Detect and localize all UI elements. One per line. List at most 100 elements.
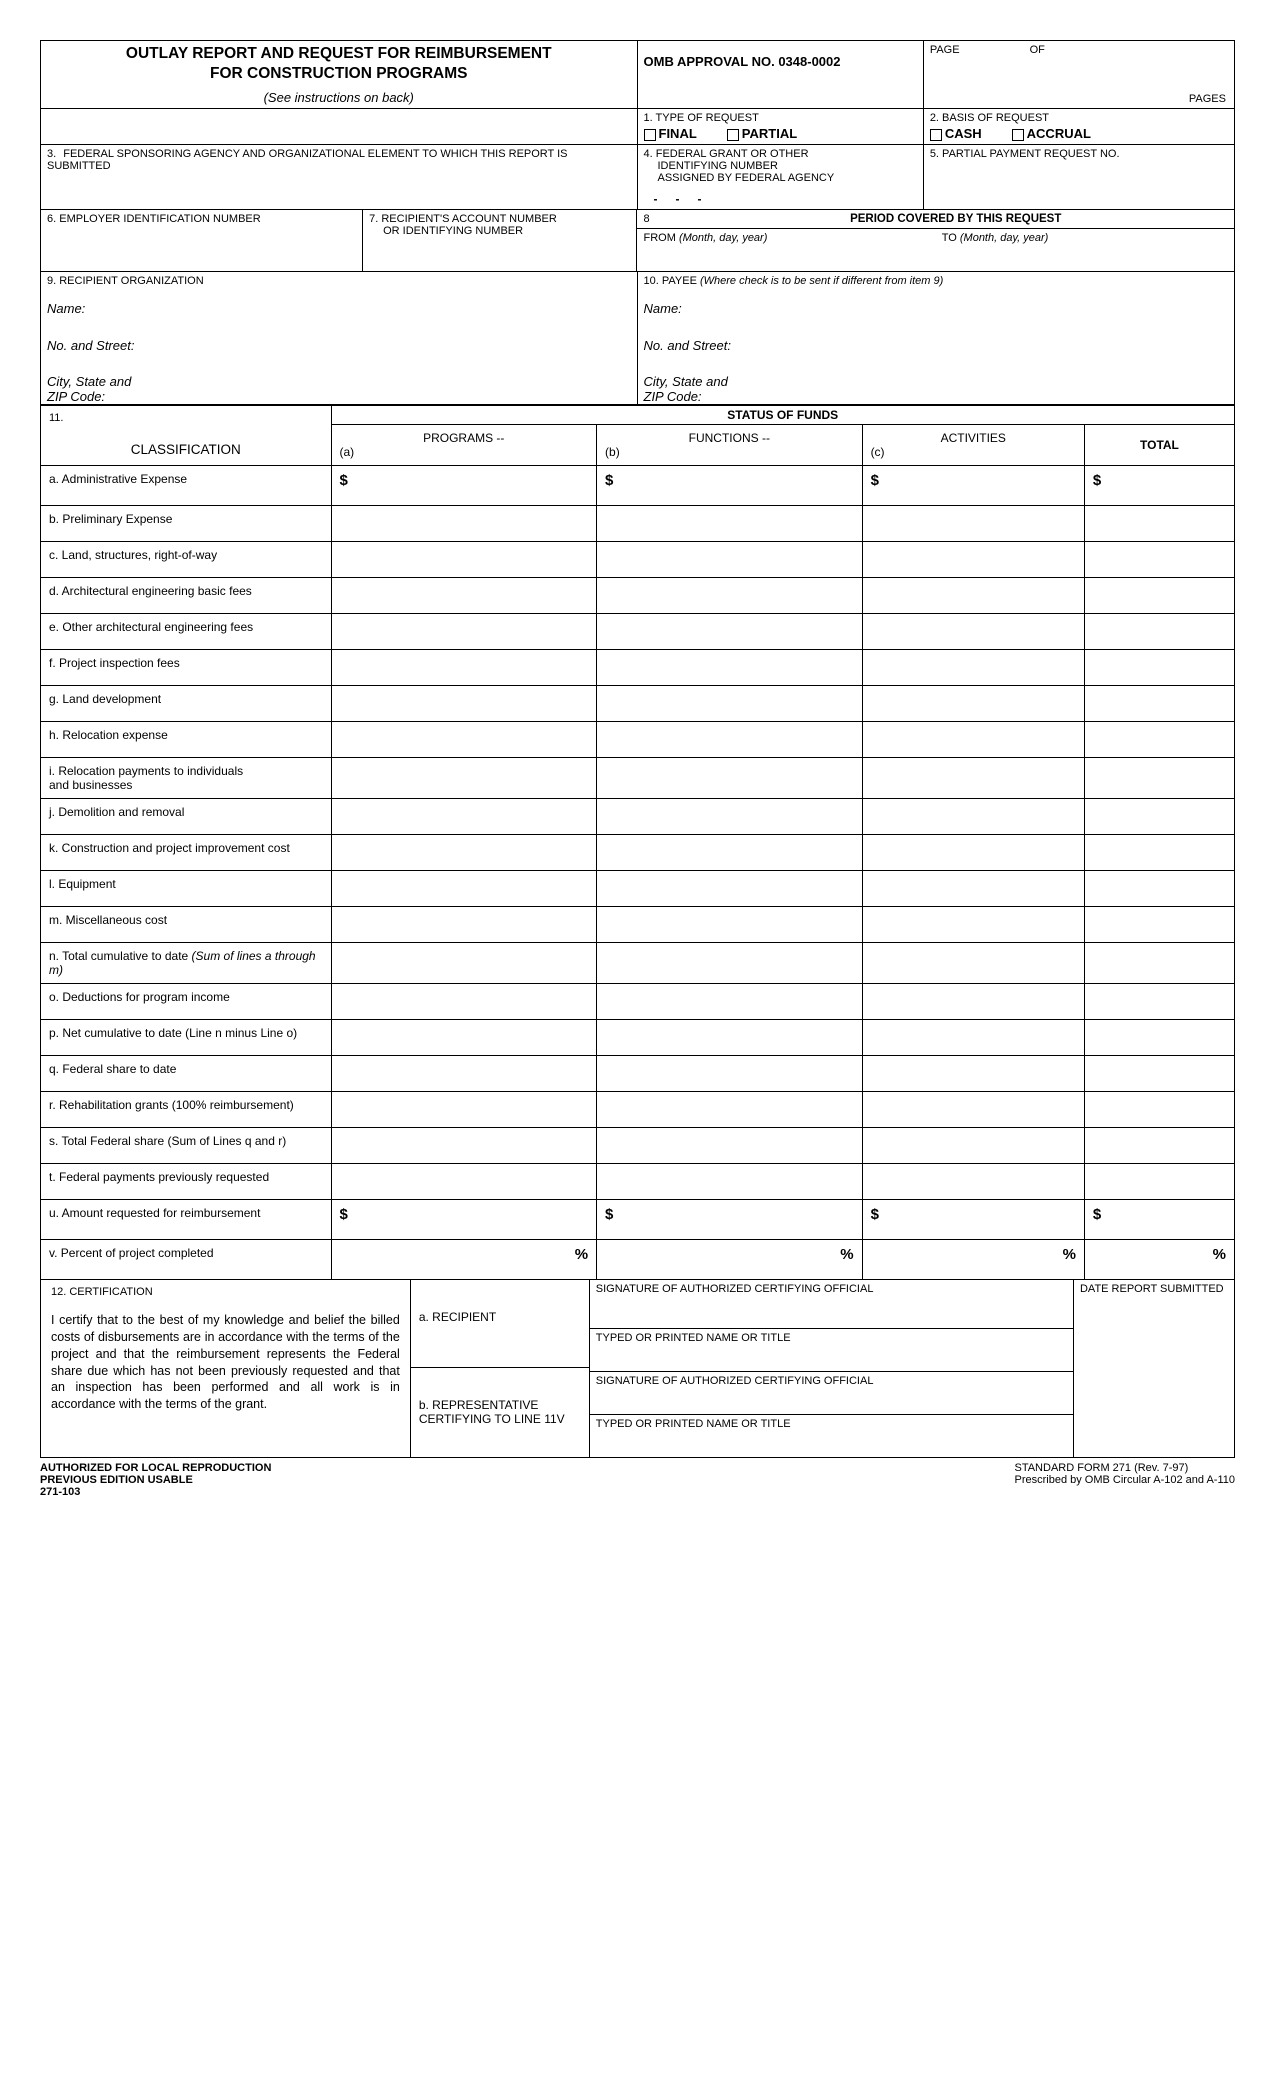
classification-cell: k. Construction and project improvement … <box>41 834 331 870</box>
value-cell[interactable]: % <box>331 1239 597 1279</box>
value-cell[interactable] <box>1084 1091 1234 1127</box>
value-cell[interactable] <box>1084 1163 1234 1199</box>
value-cell[interactable]: % <box>1084 1239 1234 1279</box>
value-cell[interactable] <box>597 906 863 942</box>
value-cell[interactable] <box>597 798 863 834</box>
value-cell[interactable] <box>862 685 1084 721</box>
value-cell[interactable] <box>597 834 863 870</box>
value-cell[interactable] <box>331 613 597 649</box>
typed-1: TYPED OR PRINTED NAME OR TITLE <box>596 1332 1067 1344</box>
value-cell[interactable] <box>862 541 1084 577</box>
value-cell[interactable] <box>1084 983 1234 1019</box>
value-cell[interactable] <box>331 649 597 685</box>
final-checkbox[interactable]: FINAL <box>644 126 697 141</box>
value-cell[interactable] <box>331 798 597 834</box>
value-cell[interactable] <box>597 613 863 649</box>
value-cell[interactable] <box>597 1019 863 1055</box>
value-cell[interactable] <box>597 942 863 983</box>
value-cell[interactable] <box>1084 649 1234 685</box>
accrual-checkbox[interactable]: ACCRUAL <box>1012 126 1091 141</box>
value-cell[interactable]: $ <box>597 1199 863 1239</box>
value-cell[interactable] <box>331 942 597 983</box>
value-cell[interactable] <box>331 1091 597 1127</box>
value-cell[interactable] <box>862 942 1084 983</box>
value-cell[interactable] <box>331 1019 597 1055</box>
partial-checkbox[interactable]: PARTIAL <box>727 126 797 141</box>
box10-label: 10. PAYEE (Where check is to be sent if … <box>644 275 1229 287</box>
value-cell[interactable] <box>862 1019 1084 1055</box>
value-cell[interactable] <box>597 1055 863 1091</box>
value-cell[interactable] <box>1084 834 1234 870</box>
value-cell[interactable] <box>1084 906 1234 942</box>
value-cell[interactable] <box>331 757 597 798</box>
value-cell[interactable] <box>1084 721 1234 757</box>
value-cell[interactable]: $ <box>331 465 597 505</box>
value-cell[interactable] <box>862 1163 1084 1199</box>
value-cell[interactable] <box>597 505 863 541</box>
value-cell[interactable] <box>331 1055 597 1091</box>
value-cell[interactable] <box>597 541 863 577</box>
value-cell[interactable] <box>597 1091 863 1127</box>
value-cell[interactable] <box>1084 942 1234 983</box>
value-cell[interactable] <box>597 721 863 757</box>
value-cell[interactable] <box>1084 505 1234 541</box>
value-cell[interactable] <box>862 1091 1084 1127</box>
value-cell[interactable] <box>1084 1019 1234 1055</box>
value-cell[interactable] <box>597 757 863 798</box>
value-cell[interactable] <box>862 649 1084 685</box>
value-cell[interactable] <box>597 649 863 685</box>
value-cell[interactable] <box>331 505 597 541</box>
cash-checkbox[interactable]: CASH <box>930 126 982 141</box>
table-row: h. Relocation expense <box>41 721 1234 757</box>
value-cell[interactable] <box>862 757 1084 798</box>
value-cell[interactable] <box>331 983 597 1019</box>
table-row: b. Preliminary Expense <box>41 505 1234 541</box>
value-cell[interactable] <box>862 505 1084 541</box>
value-cell[interactable] <box>1084 1127 1234 1163</box>
status-of-funds-title: STATUS OF FUNDS <box>331 405 1234 424</box>
value-cell[interactable] <box>862 906 1084 942</box>
value-cell[interactable] <box>597 870 863 906</box>
value-cell[interactable]: $ <box>597 465 863 505</box>
value-cell[interactable]: $ <box>1084 465 1234 505</box>
value-cell[interactable] <box>597 1127 863 1163</box>
value-cell[interactable] <box>331 1127 597 1163</box>
value-cell[interactable] <box>862 1055 1084 1091</box>
value-cell[interactable] <box>597 1163 863 1199</box>
value-cell[interactable]: $ <box>862 1199 1084 1239</box>
value-cell[interactable] <box>331 834 597 870</box>
value-cell[interactable] <box>1084 1055 1234 1091</box>
value-cell[interactable] <box>331 577 597 613</box>
value-cell[interactable] <box>597 577 863 613</box>
value-cell[interactable]: % <box>597 1239 863 1279</box>
value-cell[interactable]: % <box>862 1239 1084 1279</box>
value-cell[interactable] <box>862 721 1084 757</box>
value-cell[interactable]: $ <box>862 465 1084 505</box>
value-cell[interactable] <box>862 577 1084 613</box>
value-cell[interactable] <box>331 685 597 721</box>
value-cell[interactable] <box>1084 577 1234 613</box>
value-cell[interactable] <box>1084 870 1234 906</box>
value-cell[interactable] <box>331 906 597 942</box>
value-cell[interactable] <box>331 541 597 577</box>
classification-cell: h. Relocation expense <box>41 721 331 757</box>
value-cell[interactable] <box>862 798 1084 834</box>
value-cell[interactable] <box>331 721 597 757</box>
value-cell[interactable] <box>1084 613 1234 649</box>
value-cell[interactable] <box>862 834 1084 870</box>
instructions: (See instructions on back) <box>47 90 631 105</box>
value-cell[interactable] <box>1084 685 1234 721</box>
value-cell[interactable] <box>862 1127 1084 1163</box>
value-cell[interactable] <box>862 983 1084 1019</box>
value-cell[interactable] <box>331 1163 597 1199</box>
value-cell[interactable] <box>331 870 597 906</box>
value-cell[interactable] <box>862 613 1084 649</box>
value-cell[interactable] <box>1084 541 1234 577</box>
value-cell[interactable] <box>597 983 863 1019</box>
value-cell[interactable]: $ <box>1084 1199 1234 1239</box>
value-cell[interactable] <box>1084 798 1234 834</box>
value-cell[interactable] <box>862 870 1084 906</box>
value-cell[interactable] <box>597 685 863 721</box>
value-cell[interactable]: $ <box>331 1199 597 1239</box>
value-cell[interactable] <box>1084 757 1234 798</box>
